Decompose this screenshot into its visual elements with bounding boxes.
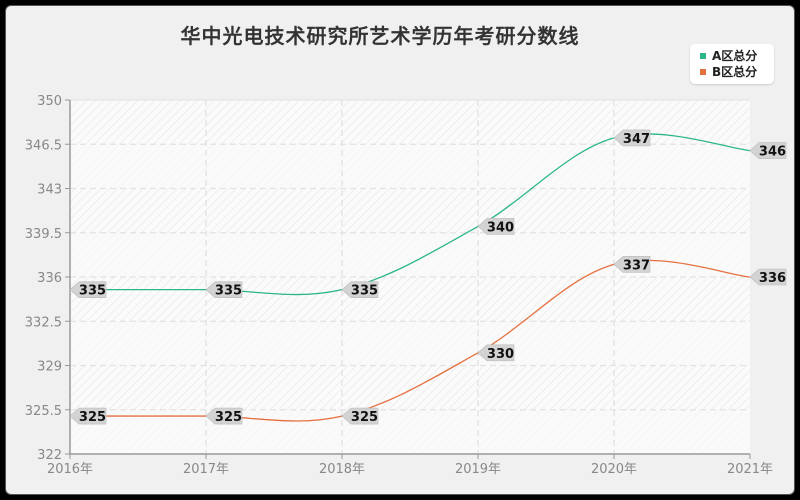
svg-text:335: 335 (79, 284, 106, 299)
svg-text:336: 336 (759, 271, 786, 286)
data-labels: 335 335 335 340 347 346 325 325 325 330 337 336 (69, 129, 787, 425)
y-tick-label: 339.5 (25, 227, 62, 242)
chart-title: 华中光电技术研究所艺术学历年考研分数线 (180, 24, 580, 48)
y-tick-label: 343 (37, 183, 62, 198)
data-label: 325 (205, 407, 243, 425)
x-tick-label: 2020年 (591, 462, 637, 477)
grid-lines (70, 99, 750, 454)
svg-text:335: 335 (215, 284, 242, 299)
data-label: 335 (341, 281, 379, 299)
legend-swatch-a-icon (700, 52, 706, 59)
y-tick-label: 336 (37, 271, 62, 286)
data-label: 330 (477, 344, 515, 362)
data-label: 337 (613, 256, 651, 273)
data-label: 340 (477, 218, 515, 235)
y-tick-label: 325.5 (25, 404, 62, 419)
svg-text:325: 325 (79, 410, 106, 425)
x-tick-label: 2021年 (727, 462, 773, 477)
legend-item-b[interactable]: B区总分 (700, 64, 757, 80)
legend-item-a[interactable]: A区总分 (700, 48, 757, 64)
x-tick-label: 2018年 (319, 462, 365, 477)
svg-text:330: 330 (487, 347, 514, 362)
y-tick-label: 350 (37, 94, 62, 109)
svg-text:325: 325 (215, 410, 242, 425)
svg-text:347: 347 (623, 132, 650, 147)
svg-text:346: 346 (759, 145, 786, 160)
x-tick-label: 2019年 (455, 462, 501, 477)
data-label: 335 (205, 281, 243, 299)
legend-label-b: B区总分 (712, 65, 758, 79)
data-label: 325 (341, 407, 379, 425)
data-label: 346 (749, 142, 787, 160)
x-tick-label: 2017年 (183, 462, 229, 477)
x-tick-label: 2016年 (47, 462, 93, 477)
svg-text:325: 325 (351, 410, 378, 425)
legend-label-a: A区总分 (712, 49, 758, 63)
axes: 350 346.5 343 339.5 336 332.5 329 325.5 3222016年… (25, 94, 773, 477)
data-label: 335 (69, 281, 107, 299)
legend: A区总分 B区总分 (690, 44, 774, 84)
svg-text:340: 340 (487, 220, 514, 235)
y-tick-label: 332.5 (25, 315, 62, 330)
y-tick-label: 322 (37, 448, 62, 463)
legend-swatch-b-icon (700, 68, 706, 75)
data-label: 325 (69, 407, 107, 425)
data-label: 336 (749, 268, 787, 286)
y-tick-label: 346.5 (25, 138, 62, 153)
y-tick-label: 329 (37, 360, 62, 375)
svg-text:335: 335 (351, 284, 378, 299)
svg-text:337: 337 (623, 258, 650, 273)
data-label: 347 (613, 129, 651, 147)
